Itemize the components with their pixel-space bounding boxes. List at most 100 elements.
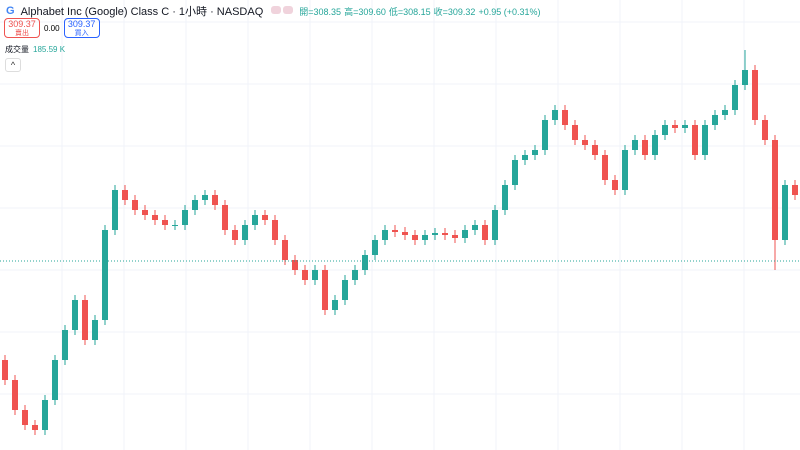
candle-body — [112, 190, 118, 230]
candle-body — [552, 110, 558, 120]
candle-body — [392, 230, 398, 232]
candle-body — [452, 235, 458, 238]
buy-label: 買入 — [74, 30, 89, 37]
candle-body — [192, 200, 198, 210]
candle-body — [592, 145, 598, 155]
candle-body — [782, 185, 788, 240]
candle-body — [2, 360, 8, 380]
sell-button[interactable]: 309.37 賣出 — [4, 18, 40, 38]
candle-body — [22, 410, 28, 425]
candle-body — [482, 225, 488, 240]
sell-label: 賣出 — [15, 30, 29, 37]
candle-body — [152, 215, 158, 220]
candle-body — [12, 380, 18, 410]
candle-body — [102, 230, 108, 320]
candle-body — [692, 125, 698, 155]
collapse-button[interactable]: ^ — [5, 58, 21, 72]
buy-button[interactable]: 309.37 買入 — [63, 18, 100, 38]
candle-body — [732, 85, 738, 110]
candle-body — [32, 425, 38, 430]
toggles[interactable] — [269, 5, 294, 17]
candle-body — [542, 120, 548, 150]
candle-body — [132, 200, 138, 210]
candle-body — [282, 240, 288, 260]
candle-body — [702, 125, 708, 155]
candle-body — [762, 120, 768, 140]
candle-body — [792, 185, 798, 195]
candle-body — [642, 140, 648, 155]
candle-body — [462, 230, 468, 238]
candle-body — [182, 210, 188, 225]
candle-body — [752, 70, 758, 120]
candle-body — [612, 180, 618, 190]
ohlc-item: 高=309.60 — [344, 6, 386, 17]
candle-body — [362, 255, 368, 270]
candle-body — [82, 300, 88, 340]
header: G Alphabet Inc (Google) Class C · 1小時 · … — [6, 3, 544, 19]
ohlc: 開=308.35 高=309.60 低=308.15 收=309.32 +0.95 (+… — [299, 5, 543, 18]
candle-body — [722, 110, 728, 115]
candle-body — [322, 270, 328, 310]
candle-body — [242, 225, 248, 240]
ohlc-item: +0.95 (+0.31%) — [478, 6, 541, 17]
candle-body — [332, 300, 338, 310]
candle-body — [582, 140, 588, 145]
candle-body — [442, 233, 448, 235]
candle-body — [122, 190, 128, 200]
candle-body — [712, 115, 718, 125]
candle-body — [742, 70, 748, 85]
candle-body — [72, 300, 78, 330]
candle-body — [292, 260, 298, 270]
ohlc-item: 收=309.32 — [433, 6, 476, 17]
candle-body — [532, 150, 538, 155]
candle-body — [312, 270, 318, 280]
candle-body — [52, 360, 58, 400]
sell-price: 309.37 — [8, 19, 36, 29]
candle-body — [372, 240, 378, 255]
symbol: Alphabet Inc (Google) Class C · 1小時 · NA… — [20, 6, 264, 18]
volume-legend: 成交量 185.59 K — [5, 44, 65, 55]
candle-body — [302, 270, 308, 280]
trade-panel: 309.37 賣出 0.00 309.37 買入 — [4, 18, 100, 38]
candle-body — [202, 195, 208, 200]
candle-body — [162, 220, 168, 225]
candle-body — [212, 195, 218, 205]
candle-body — [252, 215, 258, 225]
candle-body — [402, 232, 408, 235]
candle-body — [502, 185, 508, 210]
candle-body — [772, 140, 778, 240]
candle-body — [342, 280, 348, 300]
candle-body — [382, 230, 388, 240]
candle-body — [142, 210, 148, 215]
candle-body — [672, 125, 678, 128]
candle-body — [222, 205, 228, 230]
candle-body — [522, 155, 528, 160]
buy-price: 309.37 — [67, 19, 96, 29]
candle-body — [62, 330, 68, 360]
candle-body — [652, 135, 658, 155]
candle-body — [412, 235, 418, 240]
candle-body — [42, 400, 48, 430]
candle-body — [512, 160, 518, 185]
candle-body — [232, 230, 238, 240]
spread: 0.00 — [44, 23, 60, 33]
candle-body — [472, 225, 478, 230]
candle-body — [432, 233, 438, 235]
candle-body — [92, 320, 98, 340]
candle-body — [622, 150, 628, 190]
candle-body — [172, 225, 178, 226]
candle-body — [492, 210, 498, 240]
candle-body — [352, 270, 358, 280]
ohlc-item: 開=308.35 — [299, 6, 342, 17]
candle-body — [562, 110, 568, 125]
logo: G — [6, 5, 15, 17]
volume-label: 成交量 — [5, 45, 29, 54]
candle-body — [682, 125, 688, 128]
candle-body — [272, 220, 278, 240]
candle-body — [422, 235, 428, 240]
candle-body — [602, 155, 608, 180]
candle-body — [262, 215, 268, 220]
candle-body — [662, 125, 668, 135]
